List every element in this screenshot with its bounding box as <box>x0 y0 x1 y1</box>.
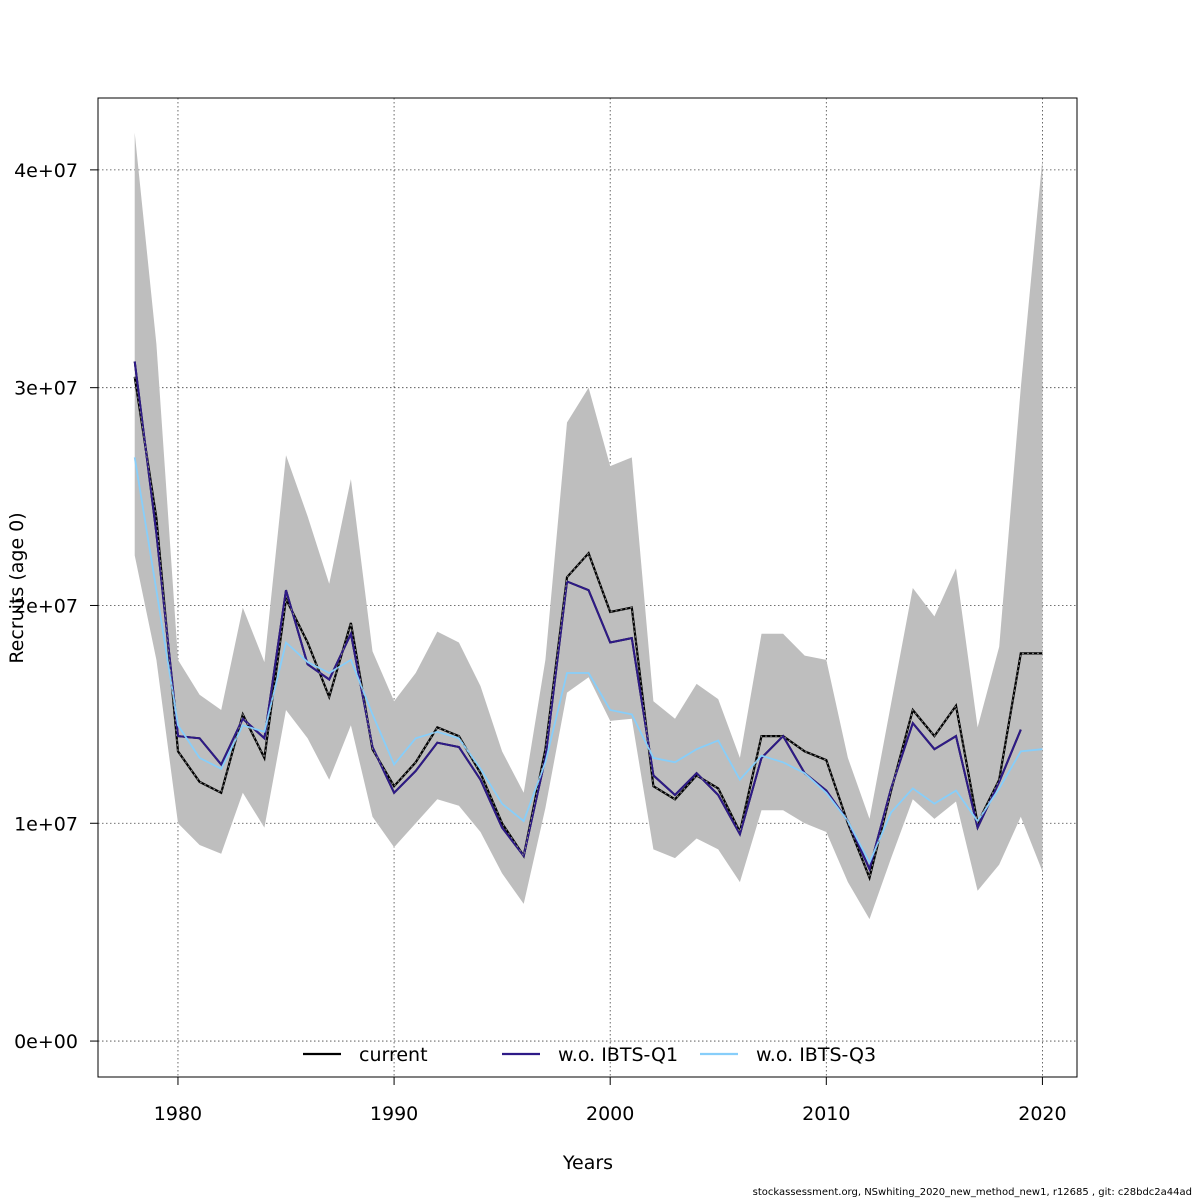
x-tick-label: 2000 <box>586 1103 634 1125</box>
series-lines <box>133 361 1043 882</box>
y-axis: 0e+00 1e+07 2e+07 3e+07 4e+07 <box>14 160 98 1053</box>
legend-label-w-o-ibts-q3: w.o. IBTS-Q3 <box>756 1044 876 1066</box>
x-axis: 1980 1990 2000 2010 2020 <box>154 1076 1067 1125</box>
y-tick-label: 2e+07 <box>14 595 78 617</box>
y-tick-label: 4e+07 <box>14 160 78 182</box>
footer-caption: stockassessment.org, NSwhiting_2020_new_… <box>752 1187 1192 1198</box>
series-line-w-o-ibts-q3 <box>133 457 1043 865</box>
legend-label-w-o-ibts-q1: w.o. IBTS-Q1 <box>558 1044 678 1066</box>
x-axis-label: Years <box>562 1152 613 1174</box>
x-tick-label: 2020 <box>1018 1103 1066 1125</box>
x-tick-label: 1980 <box>154 1103 202 1125</box>
y-axis-label: Recruits (age 0) <box>6 512 28 663</box>
y-tick-label: 1e+07 <box>14 813 78 835</box>
confidence-band <box>134 132 1043 920</box>
legend: current w.o. IBTS-Q1 w.o. IBTS-Q3 <box>303 1044 876 1066</box>
y-tick-label: 0e+00 <box>14 1031 78 1053</box>
y-tick-label: 3e+07 <box>14 378 78 400</box>
x-tick-label: 2010 <box>802 1103 850 1125</box>
legend-label-current: current <box>359 1044 428 1066</box>
x-tick-label: 1990 <box>370 1103 418 1125</box>
